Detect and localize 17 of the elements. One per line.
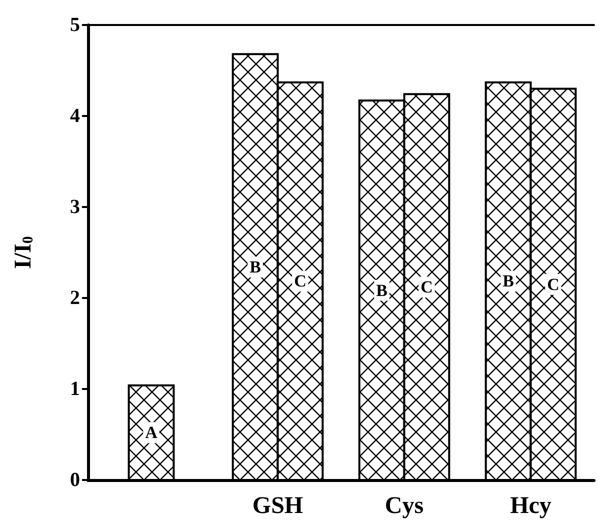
y-tick-label: 2 [70,287,80,309]
series-label: B [250,258,261,277]
x-tick-label: Hcy [510,493,552,519]
series-label: C [547,274,560,294]
x-tick-label: Cys [384,493,424,519]
y-tick-label: 3 [70,196,80,218]
y-tick-label: 0 [70,469,80,491]
y-axis-title: I/I0 [10,236,36,269]
text: B [376,280,388,300]
series-label: A [145,423,158,442]
text: C [420,278,433,297]
text: C [294,272,306,291]
y-tick-label: 4 [70,105,80,127]
y-tick-label: 5 [70,14,80,36]
x-tick-label: GSH [252,493,304,519]
y-tick-label: 1 [70,378,80,400]
text: B [502,272,514,291]
